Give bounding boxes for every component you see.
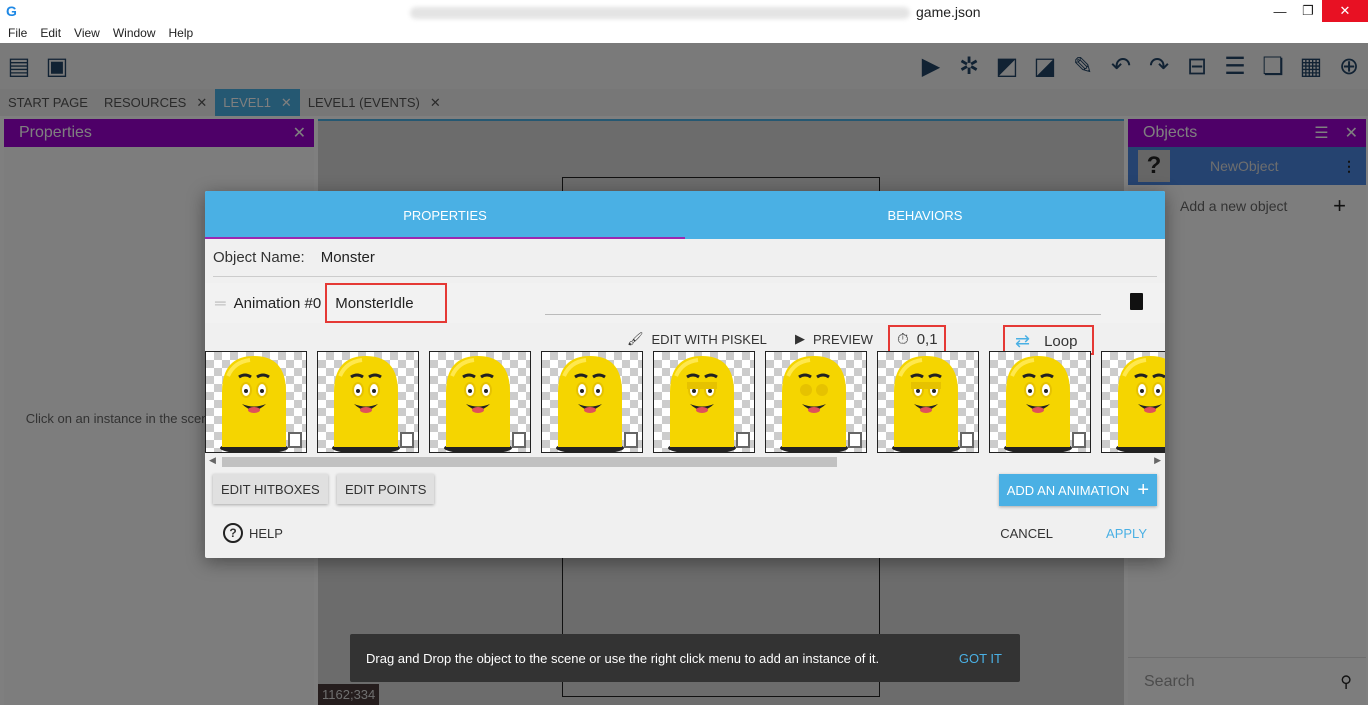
frame-checkbox[interactable] bbox=[512, 432, 526, 448]
menu-edit[interactable]: Edit bbox=[40, 26, 62, 40]
animation-frame[interactable] bbox=[429, 351, 531, 453]
monster-sprite bbox=[332, 356, 400, 453]
loop-toggle[interactable]: ⇄ Loop bbox=[1015, 331, 1078, 351]
frame-checkbox[interactable] bbox=[400, 432, 414, 448]
animation-frame[interactable] bbox=[205, 351, 307, 453]
edit-points-button[interactable]: EDIT POINTS bbox=[337, 474, 435, 504]
horizontal-scrollbar[interactable]: ◀ ▶ bbox=[205, 455, 1165, 469]
animation-frame[interactable] bbox=[877, 351, 979, 453]
monster-sprite bbox=[556, 356, 624, 453]
delete-animation-icon[interactable] bbox=[1130, 293, 1143, 310]
frame-checkbox[interactable] bbox=[848, 432, 862, 448]
monster-sprite bbox=[892, 356, 960, 453]
close-window-button[interactable]: ✕ bbox=[1322, 0, 1368, 22]
monster-sprite bbox=[1116, 356, 1165, 453]
frame-checkbox[interactable] bbox=[960, 432, 974, 448]
tab-properties[interactable]: PROPERTIES bbox=[205, 191, 685, 239]
blurred-path bbox=[410, 7, 910, 20]
got-it-button[interactable]: GOT IT bbox=[958, 650, 1002, 666]
animation-frame[interactable] bbox=[653, 351, 755, 453]
snackbar: Drag and Drop the object to the scene or… bbox=[350, 634, 1020, 682]
frames-list bbox=[205, 351, 1165, 453]
menu-bar: File Edit View Window Help bbox=[0, 24, 1368, 43]
animation-frame[interactable] bbox=[1101, 351, 1165, 453]
play-icon: ▶ bbox=[795, 331, 805, 346]
repeat-icon: ⇄ bbox=[1015, 331, 1031, 351]
frame-checkbox[interactable] bbox=[624, 432, 638, 448]
menu-window[interactable]: Window bbox=[112, 26, 156, 40]
drag-handle-icon[interactable]: ═ bbox=[215, 294, 226, 312]
menu-help[interactable]: Help bbox=[168, 26, 194, 40]
animation-frame[interactable] bbox=[541, 351, 643, 453]
app-logo-icon: G bbox=[6, 3, 17, 19]
apply-button[interactable]: APPLY bbox=[1106, 526, 1147, 541]
animation-name-input[interactable]: MonsterIdle bbox=[325, 283, 448, 323]
frame-time-input[interactable]: ⏱ 0,1 bbox=[897, 331, 938, 348]
add-animation-button[interactable]: ADD AN ANIMATION + bbox=[998, 474, 1157, 506]
animation-frame[interactable] bbox=[989, 351, 1091, 453]
brush-icon: 🖌 bbox=[627, 331, 644, 346]
animation-frame[interactable] bbox=[765, 351, 867, 453]
timer-icon: ⏱ bbox=[897, 331, 909, 348]
frame-checkbox[interactable] bbox=[1072, 432, 1086, 448]
monster-sprite bbox=[220, 356, 288, 453]
menu-file[interactable]: File bbox=[8, 26, 28, 40]
object-name-input[interactable]: Monster bbox=[320, 249, 375, 266]
maximize-button[interactable]: ❐ bbox=[1302, 3, 1314, 18]
edit-with-piskel-button[interactable]: 🖌 EDIT WITH PISKEL bbox=[627, 331, 767, 347]
title-bar: G game.json — ❐ ✕ bbox=[0, 0, 1368, 24]
animation-frame[interactable] bbox=[317, 351, 419, 453]
edit-hitboxes-button[interactable]: EDIT HITBOXES bbox=[213, 474, 328, 504]
minimize-button[interactable]: — bbox=[1273, 3, 1287, 19]
help-button[interactable]: ? HELP bbox=[223, 523, 283, 543]
plus-icon: + bbox=[1137, 478, 1149, 501]
monster-sprite bbox=[668, 356, 736, 453]
frame-checkbox[interactable] bbox=[288, 432, 302, 448]
window-title: game.json bbox=[916, 4, 981, 20]
preview-button[interactable]: ▶ PREVIEW bbox=[795, 331, 873, 347]
animation-row: ═ Animation #0 MonsterIdle bbox=[205, 283, 1165, 323]
object-editor-dialog: PROPERTIES BEHAVIORS Object Name: Monste… bbox=[205, 191, 1165, 558]
monster-sprite bbox=[444, 356, 512, 453]
monster-sprite bbox=[780, 356, 848, 453]
object-name-field[interactable]: Object Name: Monster bbox=[213, 239, 1157, 277]
menu-view[interactable]: View bbox=[74, 26, 100, 40]
monster-sprite bbox=[1004, 356, 1072, 453]
help-icon: ? bbox=[223, 523, 243, 543]
frame-checkbox[interactable] bbox=[736, 432, 750, 448]
tab-behaviors[interactable]: BEHAVIORS bbox=[887, 207, 963, 223]
cancel-button[interactable]: CANCEL bbox=[1000, 526, 1053, 541]
